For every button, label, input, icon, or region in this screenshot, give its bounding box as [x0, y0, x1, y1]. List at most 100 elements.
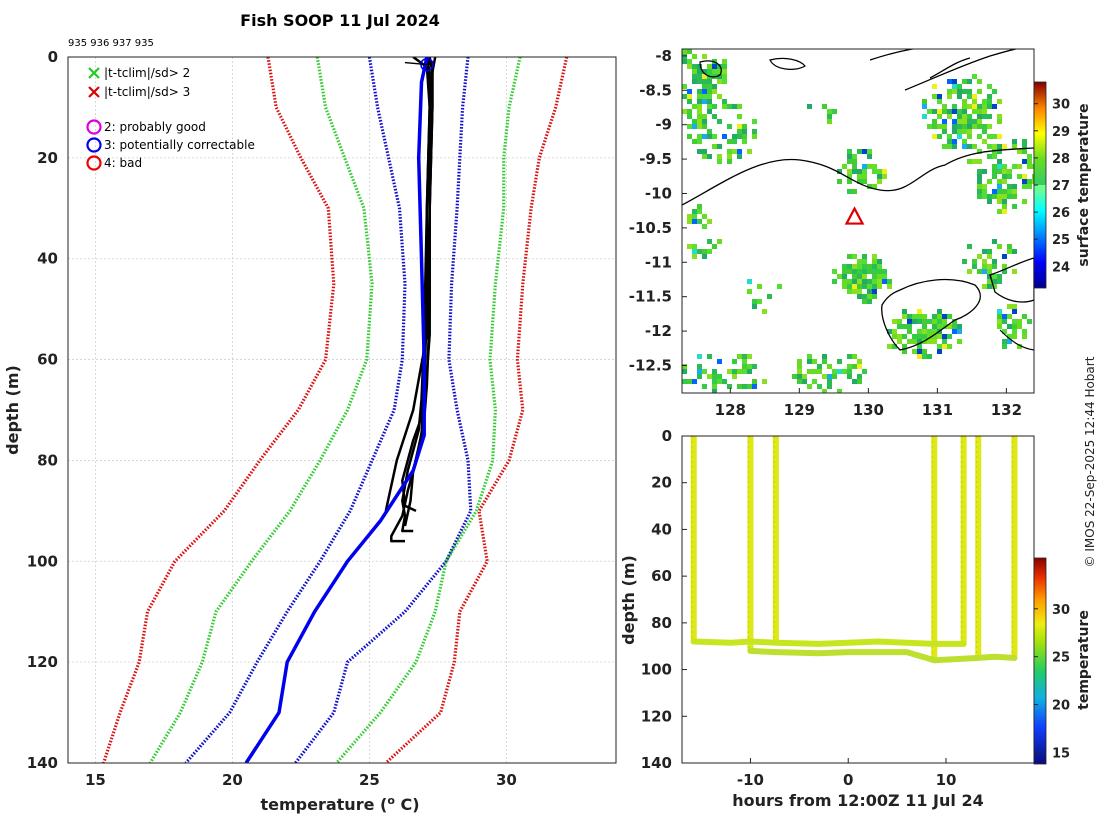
- sst-pixel: [697, 369, 702, 374]
- sst-pixel: [977, 134, 982, 139]
- sst-pixel: [837, 389, 842, 393]
- sst-pixel: [702, 224, 707, 229]
- sst-pixel: [712, 389, 717, 393]
- sst-pixel: [947, 109, 952, 114]
- sst-pixel: [702, 119, 707, 124]
- sst-pixel: [727, 159, 732, 164]
- sst-pixel: [702, 89, 707, 94]
- series-clim-1sd: [184, 57, 407, 763]
- sst-pixel: [942, 119, 947, 124]
- sst-pixel: [762, 309, 767, 314]
- sst-pixel: [997, 144, 1002, 149]
- sst-pixel: [882, 279, 887, 284]
- sst-pixel: [887, 344, 892, 349]
- sst-pixel: [847, 279, 852, 284]
- sst-pixel: [997, 189, 1002, 194]
- profile-ytick-label: 20: [37, 149, 58, 167]
- sst-pixel: [932, 94, 937, 99]
- sst-pixel: [862, 149, 867, 154]
- sst-pixel: [702, 74, 707, 79]
- map-ytick-label: -11: [645, 253, 672, 271]
- sst-pixel: [692, 54, 697, 59]
- sst-pixel: [962, 119, 967, 124]
- sst-pixel: [967, 119, 972, 124]
- sst-pixel: [977, 174, 982, 179]
- legend-x-marker: [88, 67, 100, 79]
- sst-pixel: [907, 314, 912, 319]
- map-ytick-label: -9: [655, 116, 672, 134]
- map-ytick-label: -9.5: [639, 150, 672, 168]
- section-ytick-label: 0: [662, 427, 672, 445]
- sst-pixel: [962, 129, 967, 134]
- sst-pixel: [742, 134, 747, 139]
- sst-pixel: [692, 104, 697, 109]
- section-ytick-label: 60: [651, 567, 672, 585]
- sst-pixel: [982, 264, 987, 269]
- sst-pixel: [987, 179, 992, 184]
- sst-pixel: [847, 189, 852, 194]
- sst-pixel: [942, 339, 947, 344]
- sst-pixel: [932, 329, 937, 334]
- sst-pixel: [692, 379, 697, 384]
- sst-pixel: [987, 264, 992, 269]
- sst-pixel: [947, 324, 952, 329]
- sst-pixel: [1022, 139, 1027, 144]
- coastline-northeast: [869, 49, 1019, 91]
- sst-pixel: [867, 269, 872, 274]
- sst-pixel: [712, 134, 717, 139]
- map-panel: 128 129 130 131 132 -8 -8.5 -9 -9.5 -10 -10.5 -11 -1…: [629, 47, 1092, 419]
- sst-pixel: [992, 239, 997, 244]
- sst-pixel: [997, 274, 1002, 279]
- sst-pixel: [1022, 174, 1027, 179]
- sst-pixel: [917, 344, 922, 349]
- sst-pixel: [697, 109, 702, 114]
- sst-pixel: [1012, 304, 1017, 309]
- sst-pixel: [972, 264, 977, 269]
- sst-pixel: [707, 109, 712, 114]
- legend-circle-marker: [86, 155, 102, 171]
- sst-pixel: [882, 269, 887, 274]
- sst-pixel: [982, 139, 987, 144]
- sst-pixels: [682, 49, 1034, 393]
- sst-pixel: [907, 319, 912, 324]
- sst-pixel: [692, 69, 697, 74]
- sst-pixel: [702, 249, 707, 254]
- sst-pixel: [707, 104, 712, 109]
- sst-pixel: [852, 254, 857, 259]
- sst-pixel: [1002, 204, 1007, 209]
- sst-pixel: [862, 279, 867, 284]
- temperature-colorbar-ticks: 15 20 25 30: [1034, 603, 1070, 762]
- sst-pixel: [682, 59, 687, 64]
- legend-label: |t-tclim|/sd> 3: [104, 85, 190, 99]
- sst-pixel: [982, 109, 987, 114]
- sst-pixel: [1022, 314, 1027, 319]
- sst-pixel: [817, 384, 822, 389]
- sst-pixel: [862, 284, 867, 289]
- sst-pixel: [982, 284, 987, 289]
- sst-pixel: [972, 104, 977, 109]
- sst-pixel: [847, 149, 852, 154]
- sst-pixel: [877, 274, 882, 279]
- sst-pixel: [707, 99, 712, 104]
- sst-colorbar-tick-label: 24: [1052, 260, 1070, 275]
- sst-pixel: [722, 79, 727, 84]
- sst-pixel: [832, 279, 837, 284]
- sst-pixel: [752, 119, 757, 124]
- sst-pixel: [737, 124, 742, 129]
- sst-pixel: [947, 314, 952, 319]
- sst-pixel: [1027, 154, 1032, 159]
- sst-pixel: [867, 154, 872, 159]
- sst-pixel: [747, 149, 752, 154]
- sst-pixel: [987, 114, 992, 119]
- sst-pixel: [972, 259, 977, 264]
- sst-pixel: [687, 219, 692, 224]
- sst-pixel: [697, 249, 702, 254]
- section-xlabel: hours from 12:00Z 11 Jul 24: [732, 791, 983, 810]
- sst-pixel: [927, 339, 932, 344]
- sst-pixel: [967, 104, 972, 109]
- sst-pixel: [852, 159, 857, 164]
- legend-label: 3: potentially correctable: [104, 138, 255, 152]
- sst-pixel: [752, 304, 757, 309]
- sst-pixel: [682, 109, 687, 114]
